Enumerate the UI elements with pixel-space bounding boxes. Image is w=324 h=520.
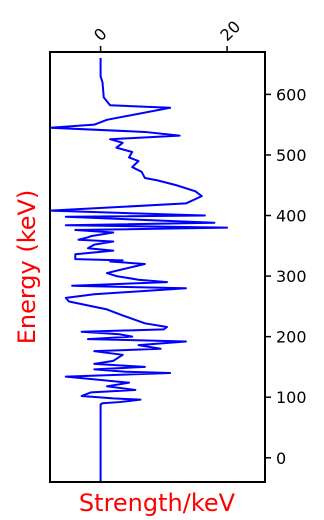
y-tick-label: 600 bbox=[276, 85, 307, 104]
y-tick-label: 200 bbox=[276, 328, 307, 347]
x-tick-label: 0 bbox=[90, 24, 111, 45]
y-tick-label: 0 bbox=[276, 449, 286, 468]
plot-frame bbox=[49, 51, 266, 483]
series-line-0 bbox=[49, 58, 229, 482]
y-tick-label: 100 bbox=[276, 388, 307, 407]
y-axis-label: Energy (keV) bbox=[13, 190, 41, 345]
x-axis-ticks: 0 20 bbox=[90, 17, 244, 52]
series-layer bbox=[49, 58, 229, 482]
x-axis-label: Strength/keV bbox=[79, 489, 236, 517]
x-tick-label: 20 bbox=[216, 17, 244, 45]
y-tick-label: 300 bbox=[276, 267, 307, 286]
y-tick-label: 500 bbox=[276, 146, 307, 165]
y-tick-label: 400 bbox=[276, 207, 307, 226]
y-axis-ticks: 0 100 200 300 400 500 600 bbox=[265, 85, 307, 468]
